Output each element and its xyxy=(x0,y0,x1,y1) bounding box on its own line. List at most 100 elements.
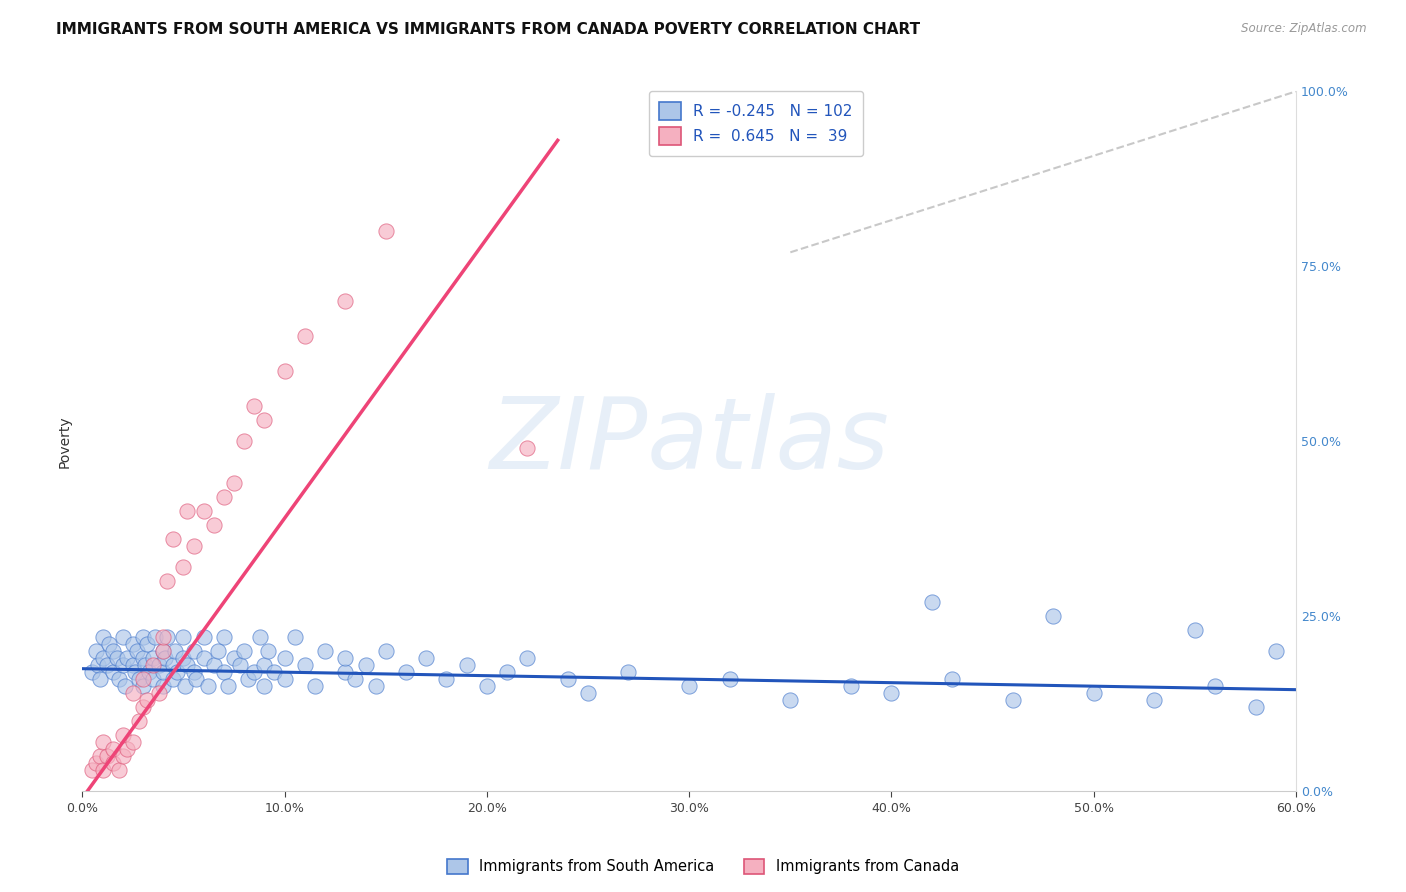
Point xyxy=(97,637,120,651)
Point xyxy=(839,679,862,693)
Point xyxy=(105,651,128,665)
Point xyxy=(111,749,134,764)
Point xyxy=(193,504,215,518)
Point xyxy=(101,665,124,680)
Point xyxy=(101,742,124,756)
Point xyxy=(395,665,418,680)
Point xyxy=(148,686,170,700)
Point xyxy=(152,679,174,693)
Point xyxy=(475,679,498,693)
Point xyxy=(156,630,179,644)
Point xyxy=(335,665,357,680)
Point xyxy=(172,630,194,644)
Point xyxy=(174,679,197,693)
Point xyxy=(193,630,215,644)
Point xyxy=(132,672,155,686)
Point xyxy=(273,672,295,686)
Point xyxy=(273,651,295,665)
Point xyxy=(155,651,177,665)
Point xyxy=(96,749,118,764)
Point xyxy=(284,630,307,644)
Point xyxy=(678,679,700,693)
Point xyxy=(121,735,143,749)
Point xyxy=(172,651,194,665)
Point xyxy=(132,630,155,644)
Point xyxy=(142,672,165,686)
Point xyxy=(142,658,165,673)
Point xyxy=(89,672,111,686)
Point xyxy=(143,630,166,644)
Point xyxy=(253,679,276,693)
Point xyxy=(184,672,207,686)
Point xyxy=(101,644,124,658)
Point xyxy=(273,364,295,378)
Point xyxy=(335,294,357,309)
Point xyxy=(238,672,260,686)
Point xyxy=(121,686,143,700)
Point xyxy=(263,665,285,680)
Point xyxy=(253,658,276,673)
Point xyxy=(233,434,256,449)
Point xyxy=(128,714,150,728)
Point xyxy=(176,658,198,673)
Point xyxy=(436,672,458,686)
Point xyxy=(207,644,229,658)
Point xyxy=(136,693,159,707)
Point xyxy=(132,700,155,714)
Point xyxy=(111,728,134,742)
Point xyxy=(121,637,143,651)
Point xyxy=(101,756,124,771)
Point xyxy=(148,658,170,673)
Point xyxy=(496,665,519,680)
Point xyxy=(217,679,239,693)
Point xyxy=(86,644,108,658)
Point xyxy=(779,693,801,707)
Point xyxy=(374,644,396,658)
Point xyxy=(124,665,146,680)
Point xyxy=(142,651,165,665)
Text: IMMIGRANTS FROM SOUTH AMERICA VS IMMIGRANTS FROM CANADA POVERTY CORRELATION CHAR: IMMIGRANTS FROM SOUTH AMERICA VS IMMIGRA… xyxy=(56,22,921,37)
Point xyxy=(516,651,538,665)
Point xyxy=(156,574,179,589)
Point xyxy=(249,630,271,644)
Point xyxy=(880,686,903,700)
Point xyxy=(456,658,478,673)
Point xyxy=(152,644,174,658)
Point xyxy=(183,644,205,658)
Point xyxy=(304,679,326,693)
Point xyxy=(718,672,741,686)
Point xyxy=(257,644,280,658)
Point xyxy=(121,658,143,673)
Point xyxy=(132,651,155,665)
Point xyxy=(152,630,174,644)
Point xyxy=(617,665,640,680)
Point xyxy=(107,672,129,686)
Point xyxy=(96,658,118,673)
Point xyxy=(374,224,396,238)
Point xyxy=(86,756,108,771)
Point xyxy=(1264,644,1286,658)
Point xyxy=(243,399,266,413)
Point xyxy=(1184,623,1206,637)
Point xyxy=(91,735,114,749)
Point xyxy=(212,665,235,680)
Point xyxy=(136,637,159,651)
Point xyxy=(193,651,215,665)
Point xyxy=(202,658,225,673)
Point xyxy=(364,679,387,693)
Point xyxy=(253,413,276,427)
Point xyxy=(183,665,205,680)
Point xyxy=(294,658,316,673)
Point xyxy=(91,763,114,777)
Point xyxy=(134,658,156,673)
Point xyxy=(91,651,114,665)
Point xyxy=(1042,609,1064,624)
Point xyxy=(87,658,110,673)
Point xyxy=(229,658,252,673)
Point xyxy=(294,329,316,343)
Point xyxy=(516,442,538,456)
Point xyxy=(212,490,235,504)
Text: ZIPatlas: ZIPatlas xyxy=(489,392,889,490)
Point xyxy=(183,539,205,553)
Point xyxy=(1001,693,1024,707)
